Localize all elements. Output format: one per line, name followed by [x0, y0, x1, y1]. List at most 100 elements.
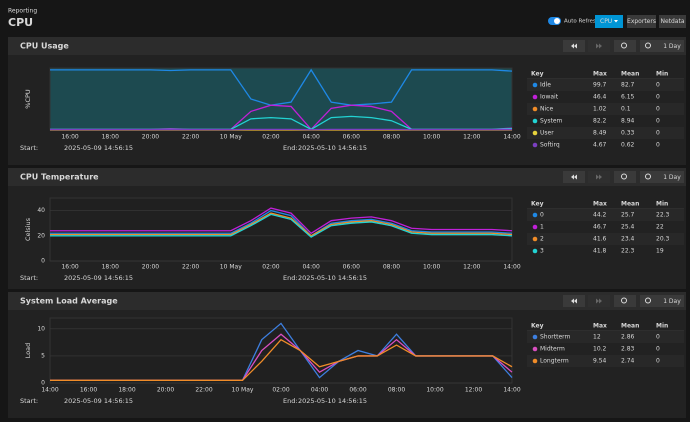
plot-area	[50, 68, 512, 130]
legend-name: Midterm	[540, 346, 565, 353]
x-tick-label: 04:00	[302, 264, 319, 271]
legend-min: 0	[656, 346, 660, 353]
legend-name: 2	[540, 236, 544, 243]
x-tick-label: 14:00	[503, 387, 520, 394]
legend-header: Max	[593, 71, 607, 78]
legend-swatch	[533, 347, 538, 352]
x-tick-label: 22:00	[195, 387, 212, 394]
range-label: 1 Day	[663, 43, 681, 50]
x-tick-label: 10 May	[220, 264, 242, 271]
end-label: End:	[283, 274, 298, 282]
legend-max: 10.2	[593, 346, 607, 353]
legend-max: 9.54	[593, 358, 607, 365]
panel-title: CPU Temperature	[20, 173, 99, 182]
y-tick-label: 0	[41, 258, 45, 265]
legend-name: User	[540, 130, 554, 137]
x-tick-label: 10 May	[232, 387, 254, 394]
legend-name: 0	[540, 212, 544, 219]
legend-max: 1.02	[593, 106, 607, 113]
toggle-label: Auto Refresh	[564, 19, 600, 25]
legend-header: Key	[531, 323, 544, 330]
x-tick-label: 20:00	[142, 264, 159, 271]
x-tick-label: 16:00	[61, 264, 78, 271]
legend-mean: 0.1	[621, 106, 631, 113]
legend-name: Idle	[540, 82, 551, 89]
x-tick-label: 08:00	[388, 387, 405, 394]
start-time: 2025-05-09 14:56:15	[64, 144, 133, 152]
x-tick-label: 18:00	[118, 387, 135, 394]
x-tick-label: 18:00	[102, 264, 119, 271]
legend-max: 8.49	[593, 130, 607, 137]
zoom-in-button[interactable]	[614, 40, 636, 52]
legend-swatch	[533, 359, 538, 364]
legend-max: 46.4	[593, 94, 607, 101]
legend-header: Min	[656, 323, 668, 330]
page-title: CPU	[8, 16, 33, 29]
y-axis-label: Celsius	[24, 217, 32, 241]
panel-title: CPU Usage	[20, 42, 69, 51]
legend-min: 0	[656, 106, 660, 113]
legend-min: 19	[656, 248, 664, 255]
start-label: Start:	[20, 397, 38, 405]
legend-swatch	[533, 143, 538, 148]
legend-mean: 2.83	[621, 346, 635, 353]
legend-swatch	[533, 83, 538, 88]
legend-max: 46.7	[593, 224, 607, 231]
legend-mean: 22.3	[621, 248, 635, 255]
x-tick-label: 14:00	[41, 387, 58, 394]
legend-mean: 6.15	[621, 94, 635, 101]
x-tick-label: 22:00	[182, 264, 199, 271]
end-label: End:	[283, 397, 298, 405]
zoom-in-button[interactable]	[614, 171, 636, 183]
legend-header: Min	[656, 201, 668, 208]
legend-min: 0	[656, 82, 660, 89]
x-tick-label: 10:00	[426, 387, 443, 394]
legend-min: 0	[656, 358, 660, 365]
end-time: 2025-05-10 14:56:15	[298, 397, 367, 405]
panel-title: System Load Average	[20, 297, 118, 306]
y-axis-label: Load	[24, 343, 32, 359]
legend-swatch	[533, 335, 538, 340]
x-tick-label: 12:00	[463, 264, 480, 271]
end-time: 2025-05-10 14:56:15	[298, 144, 367, 152]
x-tick-label: 10 May	[220, 134, 242, 141]
y-tick-label: 5	[41, 352, 45, 359]
toggle-knob	[554, 18, 560, 24]
x-tick-label: 10:00	[423, 134, 440, 141]
legend-swatch	[533, 119, 538, 124]
x-tick-label: 08:00	[383, 134, 400, 141]
legend-swatch	[533, 249, 538, 254]
legend-mean: 82.7	[621, 82, 635, 89]
end-time: 2025-05-10 14:56:15	[298, 274, 367, 282]
x-tick-label: 02:00	[262, 134, 279, 141]
legend-max: 41.6	[593, 236, 607, 243]
x-tick-label: 12:00	[465, 387, 482, 394]
legend-max: 82.2	[593, 118, 607, 125]
plot-area	[50, 318, 512, 383]
zoom-in-button[interactable]	[614, 295, 636, 307]
y-tick-label: 20	[37, 232, 45, 239]
legend-header: Max	[593, 323, 607, 330]
legend-mean: 23.4	[621, 236, 635, 243]
legend-mean: 2.86	[621, 334, 635, 341]
legend-header: Min	[656, 71, 668, 78]
legend-swatch	[533, 107, 538, 112]
end-label: End:	[283, 144, 298, 152]
legend-header: Mean	[621, 71, 639, 78]
legend-max: 4.67	[593, 142, 607, 149]
legend-mean: 2.74	[621, 358, 635, 365]
legend-header: Key	[531, 71, 544, 78]
legend-header: Max	[593, 201, 607, 208]
legend-min: 0	[656, 142, 660, 149]
legend-swatch	[533, 225, 538, 230]
legend-header: Mean	[621, 201, 639, 208]
legend-min: 22.3	[656, 212, 670, 219]
legend-name: Shortterm	[540, 334, 571, 341]
legend-min: 22	[656, 224, 664, 231]
legend-max: 44.2	[593, 212, 607, 219]
breadcrumb: Reporting	[8, 8, 37, 15]
legend-min: 0	[656, 130, 660, 137]
legend-mean: 0.33	[621, 130, 635, 137]
legend-min: 0	[656, 94, 660, 101]
legend-mean: 8.94	[621, 118, 635, 125]
